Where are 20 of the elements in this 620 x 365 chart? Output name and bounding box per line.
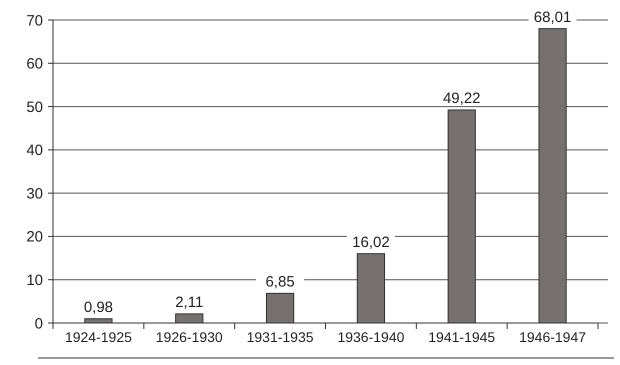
x-tick-label: 1936-1940 <box>337 329 405 345</box>
x-tick-label: 1931-1935 <box>246 329 314 345</box>
x-tick-label: 1926-1930 <box>156 329 223 345</box>
x-tick-label: 1941-1945 <box>428 329 496 345</box>
y-tick-label: 10 <box>26 272 43 289</box>
x-tick-label: 1924-1925 <box>64 329 132 345</box>
data-label: 2,11 <box>175 294 204 312</box>
y-tick-label: 0 <box>34 315 43 332</box>
x-tick-label: 1946-1947 <box>519 329 586 345</box>
y-tick-label: 50 <box>26 98 43 116</box>
data-label: 0,98 <box>84 299 114 316</box>
data-label: 6,85 <box>265 274 295 291</box>
y-tick-label: 60 <box>26 56 43 73</box>
y-tick-label: 70 <box>26 12 43 30</box>
data-label: 68,01 <box>534 8 572 26</box>
data-label: 16,02 <box>352 234 390 251</box>
y-tick-label: 20 <box>26 228 43 246</box>
data-label: 49,22 <box>442 90 481 108</box>
y-tick-label: 30 <box>26 185 43 202</box>
y-tick-label: 40 <box>26 142 43 160</box>
